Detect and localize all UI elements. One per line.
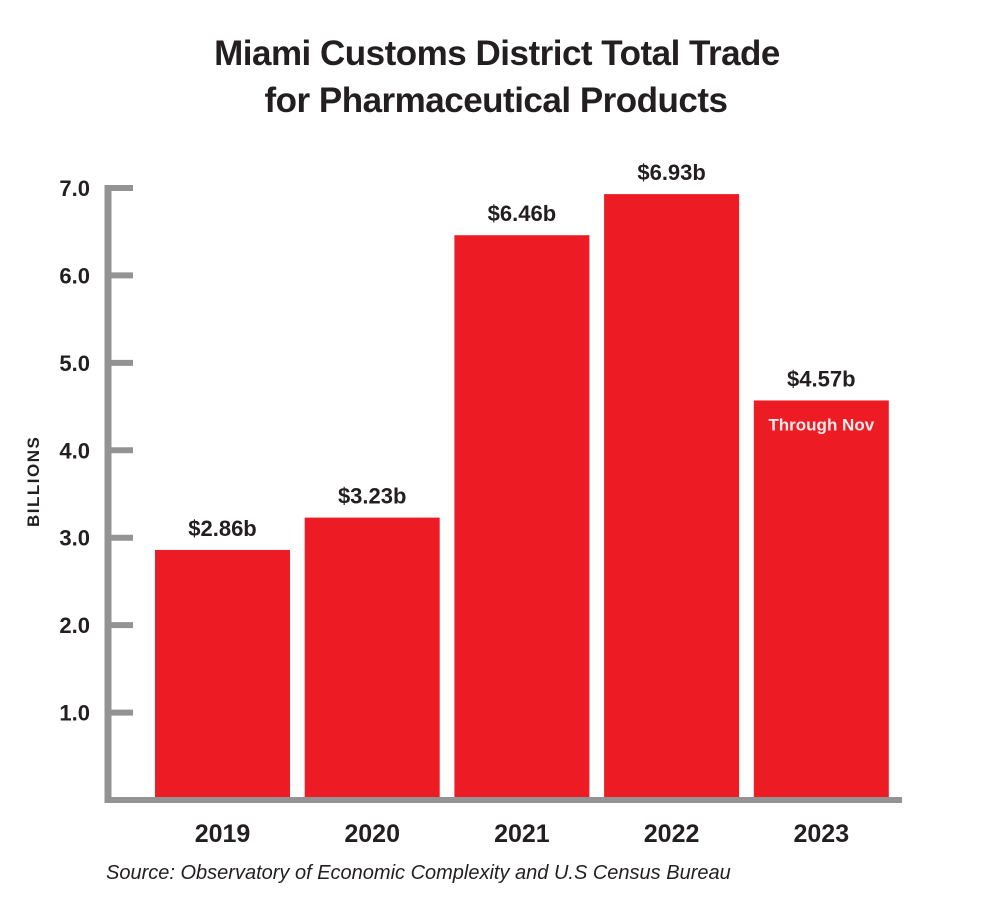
data-label-2020: $3.23b [338,484,407,509]
y-tick-label-6.0: 6.0 [59,263,90,288]
bar-2019 [155,549,290,800]
x-tick-label-2023: 2023 [793,820,849,848]
data-label-2022: $6.93b [637,160,706,185]
data-label-2021: $6.46b [488,201,557,226]
annotation-through-nov: Through Nov [768,415,874,434]
x-tick-label-2020: 2020 [344,820,400,848]
y-tick-label-2.0: 2.0 [59,613,90,638]
y-tick-label-1.0: 1.0 [59,701,90,726]
data-label-2019: $2.86b [188,516,257,541]
chart-title-line-2: for Pharmaceutical Products [264,81,728,120]
bar-2020 [304,517,440,800]
source-note: Source: Observatory of Economic Complexi… [106,862,731,884]
y-tick-label-7.0: 7.0 [59,176,90,201]
bar-2023 [753,400,889,800]
x-tick-label-2019: 2019 [195,820,251,848]
y-tick-label-3.0: 3.0 [59,526,90,551]
x-tick-label-2022: 2022 [644,820,700,848]
y-tick-label-5.0: 5.0 [59,351,90,376]
bar-2021 [454,235,590,800]
bar-2022 [604,194,740,800]
x-tick-label-2021: 2021 [494,820,550,848]
data-label-2023: $4.57b [787,366,856,391]
chart-title-line-1: Miami Customs District Total Trade [214,34,780,73]
y-tick-label-4.0: 4.0 [59,438,90,463]
